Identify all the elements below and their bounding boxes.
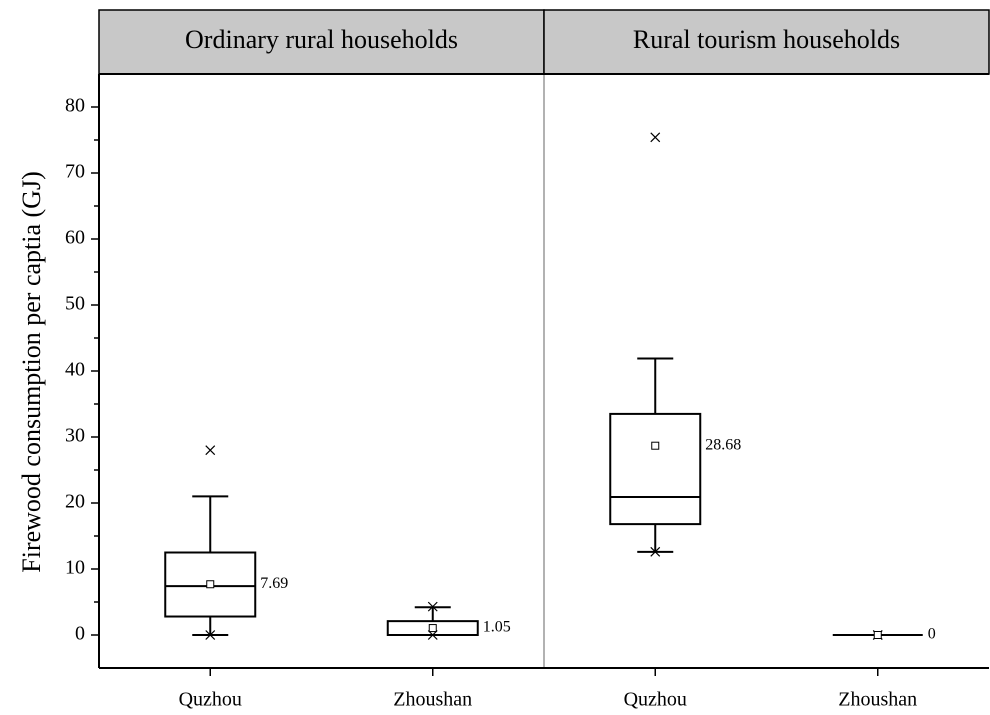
x-tick-label: Quzhou	[179, 689, 242, 711]
panel-header	[543, 9, 990, 75]
panel-title: Ordinary rural households	[185, 25, 458, 54]
x-tick-label: Zhoushan	[393, 689, 472, 711]
mean-label: 1.05	[483, 619, 511, 636]
y-tick-label: 20	[65, 491, 85, 513]
max-marker	[205, 445, 216, 456]
y-tick-label: 50	[65, 293, 85, 315]
mean-marker	[651, 441, 660, 450]
x-tick-label: Zhoushan	[838, 689, 917, 711]
mean-marker	[206, 580, 215, 589]
max-marker	[650, 132, 661, 143]
y-tick-label: 80	[65, 95, 85, 117]
y-tick-label: 30	[65, 425, 85, 447]
mean-label: 28.68	[705, 436, 741, 453]
y-tick-label: 40	[65, 359, 85, 381]
y-tick-label: 60	[65, 227, 85, 249]
max-marker	[427, 601, 438, 612]
panel-title: Rural tourism households	[633, 25, 900, 54]
mean-label: 7.69	[260, 575, 288, 592]
y-tick-label: 0	[75, 623, 85, 645]
min-marker	[650, 546, 661, 557]
mean-label: 0	[928, 626, 936, 643]
y-axis-title: Firewood consumption per captia (GJ)	[17, 171, 46, 572]
min-marker	[205, 630, 216, 640]
mean-marker	[428, 624, 437, 633]
panel-header	[98, 9, 545, 75]
y-tick-label: 10	[65, 557, 85, 579]
mean-marker	[873, 631, 882, 639]
y-tick-label: 70	[65, 161, 85, 183]
box	[164, 551, 257, 618]
box	[609, 412, 702, 526]
x-tick-label: Quzhou	[624, 689, 687, 711]
